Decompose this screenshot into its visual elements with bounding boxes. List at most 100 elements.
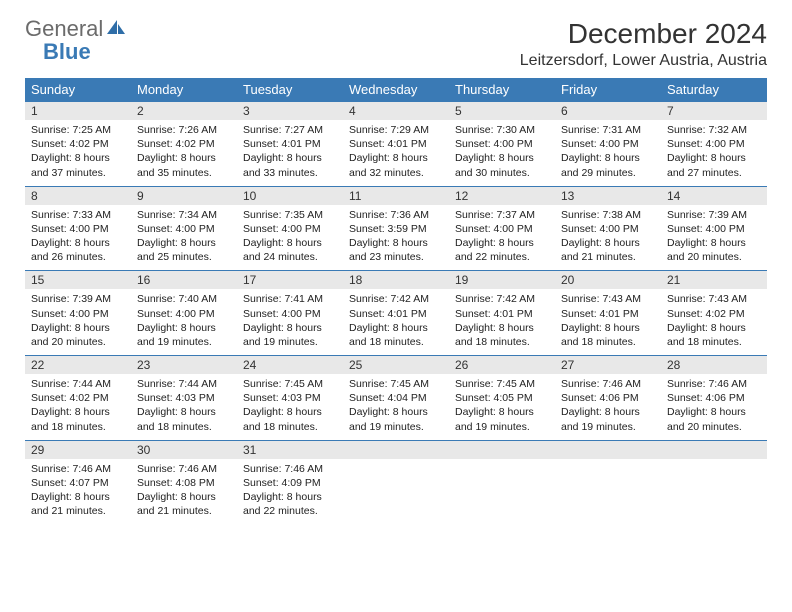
sunrise-label: Sunrise: xyxy=(243,463,282,475)
sunrise-value: 7:46 AM xyxy=(178,463,217,475)
daylight-minutes: 33 xyxy=(263,167,275,179)
day-number: . xyxy=(661,440,767,459)
sunrise-label: Sunrise: xyxy=(137,378,176,390)
sunrise-label: Sunrise: xyxy=(31,209,70,221)
daylight-minutes: 20 xyxy=(687,251,699,263)
calendar-week: 8Sunrise: 7:33 AMSunset: 4:00 PMDaylight… xyxy=(25,186,767,271)
sunset-value: 4:00 PM xyxy=(176,223,215,235)
sunset-label: Sunset: xyxy=(137,308,173,320)
day-details: Sunrise: 7:46 AMSunset: 4:09 PMDaylight:… xyxy=(237,459,343,525)
day-details: Sunrise: 7:33 AMSunset: 4:00 PMDaylight:… xyxy=(25,205,131,271)
daylight-line: Daylight: 8 hours and 22 minutes. xyxy=(455,236,549,264)
daylight-label: Daylight: xyxy=(137,491,178,503)
sunrise-label: Sunrise: xyxy=(561,124,600,136)
minutes-word: minutes. xyxy=(172,167,212,179)
daylight-minutes: 24 xyxy=(263,251,275,263)
daylight-hours: 8 xyxy=(75,237,81,249)
sunrise-value: 7:35 AM xyxy=(284,209,323,221)
daylight-hours: 8 xyxy=(711,152,717,164)
calendar-cell: 7Sunrise: 7:32 AMSunset: 4:00 PMDaylight… xyxy=(661,101,767,186)
calendar-cell: 21Sunrise: 7:43 AMSunset: 4:02 PMDayligh… xyxy=(661,270,767,355)
daylight-hours: 8 xyxy=(499,152,505,164)
daylight-label: Daylight: xyxy=(667,152,708,164)
minutes-word: minutes. xyxy=(278,336,318,348)
sunset-value: 4:06 PM xyxy=(600,392,639,404)
day-number: 26 xyxy=(449,355,555,374)
day-number: 31 xyxy=(237,440,343,459)
day-number: 29 xyxy=(25,440,131,459)
sunset-line: Sunset: 4:02 PM xyxy=(31,391,125,405)
calendar-cell: 6Sunrise: 7:31 AMSunset: 4:00 PMDaylight… xyxy=(555,101,661,186)
daylight-line: Daylight: 8 hours and 23 minutes. xyxy=(349,236,443,264)
sunrise-label: Sunrise: xyxy=(31,124,70,136)
day-number: 11 xyxy=(343,186,449,205)
calendar-cell: 26Sunrise: 7:45 AMSunset: 4:05 PMDayligh… xyxy=(449,355,555,440)
sunrise-label: Sunrise: xyxy=(455,293,494,305)
daylight-minutes: 19 xyxy=(581,421,593,433)
sunrise-label: Sunrise: xyxy=(455,209,494,221)
day-number: 2 xyxy=(131,101,237,120)
sunrise-value: 7:31 AM xyxy=(602,124,641,136)
daylight-line: Daylight: 8 hours and 18 minutes. xyxy=(137,405,231,433)
sunrise-value: 7:39 AM xyxy=(72,293,111,305)
sunset-value: 4:02 PM xyxy=(70,392,109,404)
minutes-word: minutes. xyxy=(596,167,636,179)
daylight-line: Daylight: 8 hours and 20 minutes. xyxy=(667,405,761,433)
minutes-word: minutes. xyxy=(278,251,318,263)
sunset-line: Sunset: 4:01 PM xyxy=(455,307,549,321)
sunrise-line: Sunrise: 7:29 AM xyxy=(349,123,443,137)
and-word: and xyxy=(137,421,155,433)
sunset-label: Sunset: xyxy=(243,138,279,150)
sunrise-line: Sunrise: 7:45 AM xyxy=(455,377,549,391)
minutes-word: minutes. xyxy=(278,167,318,179)
and-word: and xyxy=(561,336,579,348)
daylight-minutes: 32 xyxy=(369,167,381,179)
sunset-line: Sunset: 4:00 PM xyxy=(243,307,337,321)
sunset-label: Sunset: xyxy=(561,223,597,235)
minutes-word: minutes. xyxy=(66,167,106,179)
and-word: and xyxy=(455,167,473,179)
daylight-hours: 8 xyxy=(393,322,399,334)
daylight-label: Daylight: xyxy=(243,406,284,418)
sunrise-value: 7:43 AM xyxy=(602,293,641,305)
header: General Blue December 2024 Leitzersdorf,… xyxy=(25,18,767,70)
day-number: 20 xyxy=(555,270,661,289)
sunset-value: 4:00 PM xyxy=(706,223,745,235)
hours-word: hours xyxy=(296,322,322,334)
daylight-label: Daylight: xyxy=(243,152,284,164)
sunset-label: Sunset: xyxy=(455,138,491,150)
sunset-label: Sunset: xyxy=(137,477,173,489)
day-number: . xyxy=(449,440,555,459)
daylight-minutes: 37 xyxy=(51,167,63,179)
weekday-header: Sunday xyxy=(25,78,131,101)
sunset-value: 4:00 PM xyxy=(70,223,109,235)
weekday-header: Thursday xyxy=(449,78,555,101)
minutes-word: minutes. xyxy=(66,505,106,517)
daylight-hours: 8 xyxy=(711,322,717,334)
sunset-label: Sunset: xyxy=(243,223,279,235)
sunrise-line: Sunrise: 7:32 AM xyxy=(667,123,761,137)
calendar-cell: 31Sunrise: 7:46 AMSunset: 4:09 PMDayligh… xyxy=(237,440,343,525)
and-word: and xyxy=(455,251,473,263)
daylight-minutes: 30 xyxy=(475,167,487,179)
day-details: Sunrise: 7:34 AMSunset: 4:00 PMDaylight:… xyxy=(131,205,237,271)
calendar-cell: 13Sunrise: 7:38 AMSunset: 4:00 PMDayligh… xyxy=(555,186,661,271)
hours-word: hours xyxy=(614,322,640,334)
calendar-cell: 17Sunrise: 7:41 AMSunset: 4:00 PMDayligh… xyxy=(237,270,343,355)
daylight-label: Daylight: xyxy=(561,406,602,418)
sunrise-label: Sunrise: xyxy=(137,293,176,305)
and-word: and xyxy=(243,421,261,433)
hours-word: hours xyxy=(508,237,534,249)
sunrise-value: 7:40 AM xyxy=(178,293,217,305)
weekday-header: Saturday xyxy=(661,78,767,101)
daylight-hours: 8 xyxy=(605,237,611,249)
sunset-line: Sunset: 4:01 PM xyxy=(243,137,337,151)
sunrise-label: Sunrise: xyxy=(243,124,282,136)
daylight-line: Daylight: 8 hours and 35 minutes. xyxy=(137,151,231,179)
and-word: and xyxy=(31,421,49,433)
sunset-value: 4:00 PM xyxy=(282,223,321,235)
sunrise-label: Sunrise: xyxy=(243,378,282,390)
minutes-word: minutes. xyxy=(490,336,530,348)
hours-word: hours xyxy=(296,152,322,164)
sunrise-line: Sunrise: 7:42 AM xyxy=(349,292,443,306)
